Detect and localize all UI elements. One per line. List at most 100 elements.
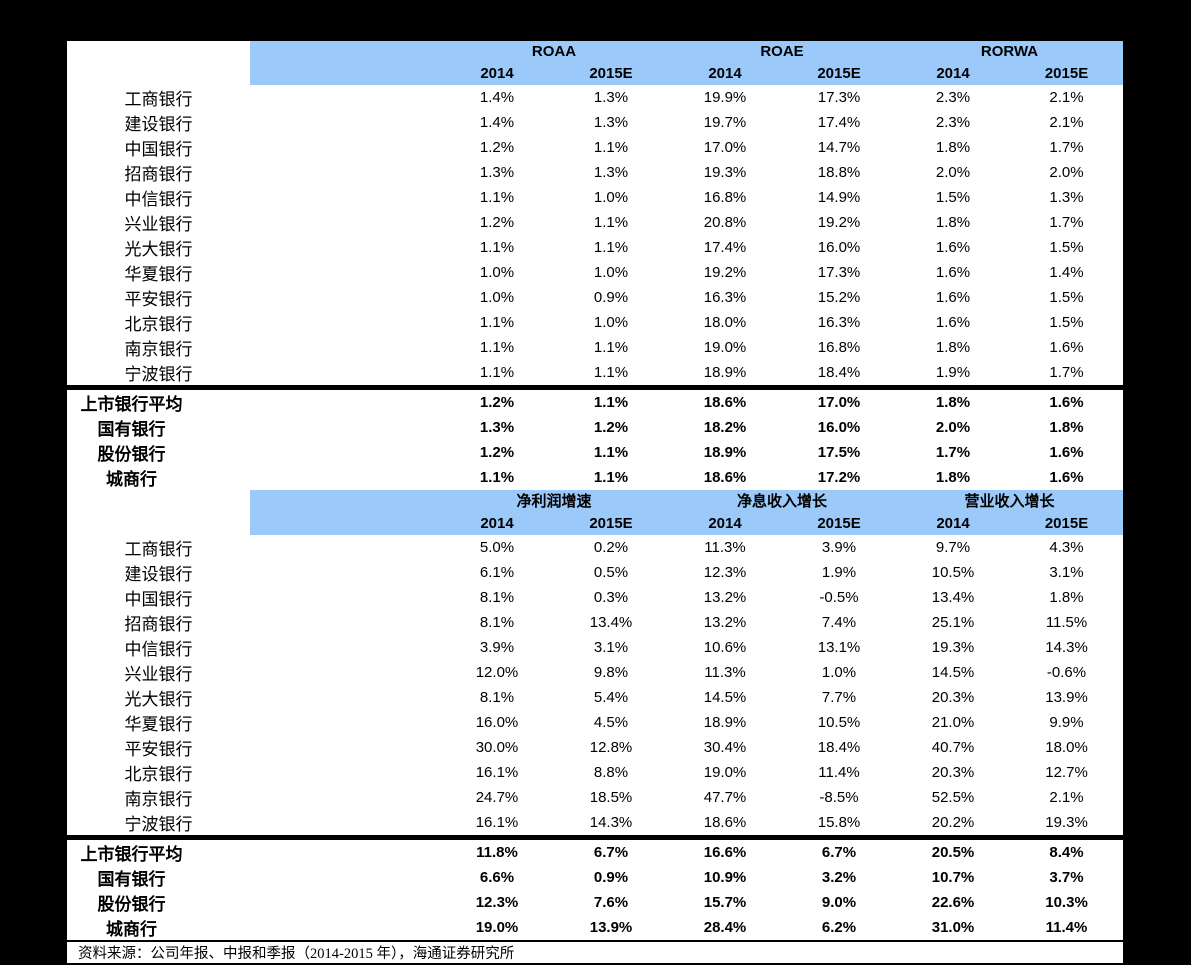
value-cell: 7.4% xyxy=(821,614,857,631)
value-cell: 1.3% xyxy=(479,164,515,181)
bank-label: 招商银行 xyxy=(124,165,193,184)
value-cell: 6.7% xyxy=(821,844,857,861)
column-group-title-net-profit-growth: 净利润增速 xyxy=(440,490,669,511)
table-row: 兴业银行 1.2% 1.1% 20.8% 19.2% 1.8% 1.7% xyxy=(67,210,1123,235)
value-cell: 20.5% xyxy=(931,844,975,861)
value-cell: 1.5% xyxy=(1049,239,1084,256)
value-cell: 6.2% xyxy=(821,919,857,936)
value-cell: 1.6% xyxy=(1049,394,1084,411)
bank-label: 中信银行 xyxy=(124,190,193,209)
column-group-title-rorwa: RORWA xyxy=(896,41,1124,61)
value-cell: 8.1% xyxy=(479,614,515,631)
value-cell: 1.8% xyxy=(935,139,971,156)
year-header: 2014 xyxy=(668,511,783,535)
spacer-cell xyxy=(250,135,440,160)
bank-label: 北京银行 xyxy=(124,765,193,784)
header-spacer xyxy=(250,41,440,61)
value-cell: 19.3% xyxy=(931,639,975,656)
bank-label: 股份银行 xyxy=(97,445,166,464)
group-title-row: 净利润增速 净息收入增长 营业收入增长 xyxy=(67,490,1124,511)
value-cell: 18.6% xyxy=(703,814,747,831)
value-cell: 11.3% xyxy=(704,664,746,681)
value-cell: 17.4% xyxy=(817,114,861,131)
value-cell: 18.0% xyxy=(703,314,747,331)
source-note-row: 资料来源：公司年报、中报和季报（2014-2015 年），海通证券研究所 xyxy=(67,942,1124,965)
value-cell: 13.2% xyxy=(703,589,747,606)
spacer-cell xyxy=(250,310,440,335)
report-table-panel: ROAA ROAE RORWA 2014 2015E 2014 2015E 20… xyxy=(67,41,1124,965)
value-cell: 10.5% xyxy=(931,564,975,581)
value-cell: 11.8% xyxy=(476,844,518,861)
year-header-row: 2014 2015E 2014 2015E 2014 2015E xyxy=(67,511,1124,535)
table-row: 城商行 1.1% 1.1% 18.6% 17.2% 1.8% 1.6% xyxy=(67,465,1123,490)
year-header: 2014 xyxy=(440,511,554,535)
value-cell: 6.7% xyxy=(593,844,629,861)
value-cell: 1.0% xyxy=(593,314,629,331)
label-column-header xyxy=(67,490,250,511)
value-cell: 18.0% xyxy=(1045,739,1088,756)
value-cell: 1.7% xyxy=(1049,139,1084,156)
spacer-cell xyxy=(250,110,440,135)
value-cell: 18.4% xyxy=(817,739,861,756)
value-cell: 1.1% xyxy=(479,364,515,381)
table-row: 北京银行 1.1% 1.0% 18.0% 16.3% 1.6% 1.5% xyxy=(67,310,1123,335)
value-cell: 1.6% xyxy=(935,264,971,281)
value-cell: 1.0% xyxy=(593,189,629,206)
value-cell: 18.8% xyxy=(817,164,861,181)
spacer-cell xyxy=(250,535,440,560)
table-row: 城商行 19.0% 13.9% 28.4% 6.2% 31.0% 11.4% xyxy=(67,915,1123,940)
value-cell: 1.0% xyxy=(479,264,515,281)
table-row: 中信银行 3.9% 3.1% 10.6% 13.1% 19.3% 14.3% xyxy=(67,635,1123,660)
source-note: 资料来源：公司年报、中报和季报（2014-2015 年），海通证券研究所 xyxy=(67,942,1124,965)
value-cell: 8.4% xyxy=(1049,844,1084,861)
year-header: 2014 xyxy=(896,511,1011,535)
bank-label: 城商行 xyxy=(106,470,157,489)
spacer-cell xyxy=(250,235,440,260)
value-cell: 9.9% xyxy=(1049,714,1084,731)
year-header: 2015E xyxy=(782,61,897,85)
value-cell: 16.0% xyxy=(475,714,519,731)
value-cell: 30.0% xyxy=(475,739,519,756)
value-cell: 1.5% xyxy=(1049,289,1084,306)
footer-block: 资料来源：公司年报、中报和季报（2014-2015 年），海通证券研究所 xyxy=(67,940,1124,965)
value-cell: 1.1% xyxy=(593,394,629,411)
table-row: 宁波银行 16.1% 14.3% 18.6% 15.8% 20.2% 19.3% xyxy=(67,810,1123,835)
value-cell: 10.6% xyxy=(703,639,747,656)
value-cell: 1.1% xyxy=(593,214,629,231)
value-cell: 18.6% xyxy=(703,394,747,411)
value-cell: 16.6% xyxy=(703,844,747,861)
bank-metrics-table: ROAA ROAE RORWA 2014 2015E 2014 2015E 20… xyxy=(67,41,1124,965)
spacer-cell xyxy=(250,735,440,760)
value-cell: 1.3% xyxy=(593,164,629,181)
value-cell: 13.1% xyxy=(817,639,861,656)
header-spacer xyxy=(250,61,440,85)
value-cell: 52.5% xyxy=(931,789,975,806)
value-cell: 12.7% xyxy=(1045,764,1088,781)
value-cell: 22.6% xyxy=(931,894,975,911)
value-cell: 11.3% xyxy=(704,539,746,556)
value-cell: 1.8% xyxy=(935,469,971,486)
bank-label: 上市银行平均 xyxy=(80,845,183,864)
value-cell: 1.1% xyxy=(593,364,629,381)
value-cell: 16.1% xyxy=(475,814,519,831)
value-cell: 14.7% xyxy=(817,139,861,156)
value-cell: 1.1% xyxy=(479,339,515,356)
bank-label: 平安银行 xyxy=(124,740,193,759)
spacer-cell xyxy=(250,660,440,685)
year-header-row: 2014 2015E 2014 2015E 2014 2015E xyxy=(67,61,1124,85)
spacer-cell xyxy=(250,160,440,185)
value-cell: 1.1% xyxy=(593,139,629,156)
value-cell: 1.3% xyxy=(1049,189,1084,206)
value-cell: 11.5% xyxy=(1045,614,1088,631)
table-row: 宁波银行 1.1% 1.1% 18.9% 18.4% 1.9% 1.7% xyxy=(67,360,1123,385)
value-cell: 1.1% xyxy=(593,339,629,356)
value-cell: 10.3% xyxy=(1045,894,1088,911)
table-row: 光大银行 1.1% 1.1% 17.4% 16.0% 1.6% 1.5% xyxy=(67,235,1123,260)
value-cell: 20.8% xyxy=(703,214,747,231)
spacer-cell xyxy=(250,810,440,835)
year-header: 2015E xyxy=(554,511,669,535)
value-cell: 1.9% xyxy=(821,564,857,581)
table-row: 华夏银行 1.0% 1.0% 19.2% 17.3% 1.6% 1.4% xyxy=(67,260,1123,285)
year-header: 2014 xyxy=(896,61,1011,85)
value-cell: 1.3% xyxy=(593,89,629,106)
